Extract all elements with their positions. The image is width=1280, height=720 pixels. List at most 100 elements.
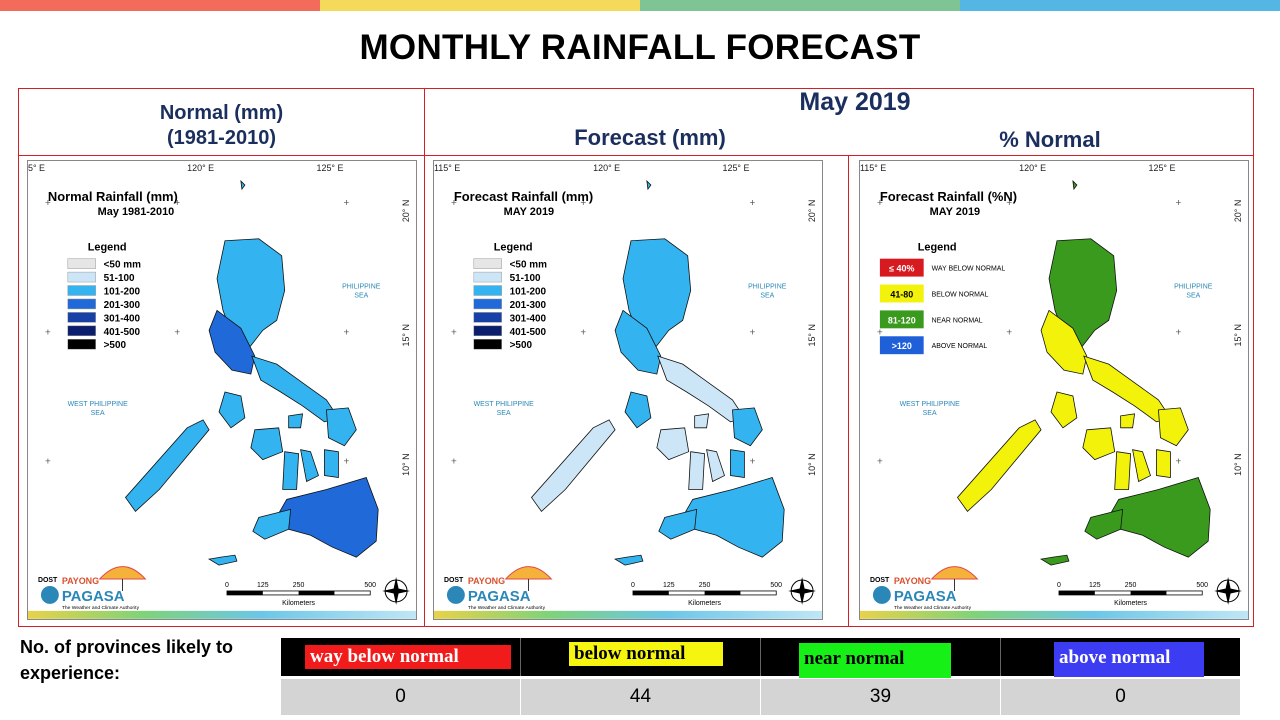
legend-title: Legend (494, 242, 533, 254)
sea-label-west: SEA (923, 410, 937, 417)
legend-swatch (473, 258, 502, 269)
map-subtitle: MAY 2019 (930, 206, 980, 218)
grid-cross-icon: + (580, 198, 586, 209)
map-percent-normal: 115° E 120° E 125° E 20° N 15° N 10° N + + + + + + +… (860, 163, 1248, 619)
sea-label-east: PHILIPPINE (342, 284, 381, 291)
legend-swatch (67, 285, 96, 296)
island-samar (1158, 407, 1189, 447)
scale-unit-label: Kilometers (688, 600, 721, 607)
umbrella-icon (98, 566, 147, 580)
map-forecast-panel: 115° E 120° E 125° E 20° N 15° N 10° N + + + + + + +… (433, 160, 823, 620)
legend-swatch (67, 271, 96, 283)
scale-tick-label: 250 (1125, 582, 1137, 589)
island-panay (1082, 427, 1116, 461)
legend-label: ≤ 40% (889, 264, 914, 274)
legend-swatch (879, 258, 924, 277)
scale-tick-label: 0 (1057, 582, 1061, 589)
island-batanes (240, 179, 246, 191)
island-luzon-north (622, 238, 692, 349)
grid-cross-icon: + (1175, 198, 1181, 209)
legend-description: WAY BELOW NORMAL (932, 266, 1006, 273)
legend-label: 51-100 (510, 273, 541, 284)
logo-dost: DOST (38, 577, 58, 584)
map-subtitle: May 1981-2010 (98, 206, 175, 218)
grid-cross-icon: + (1175, 457, 1181, 468)
count-below: 44 (520, 679, 760, 715)
logo-tagline: The Weather and Climate Authority (894, 605, 972, 611)
count-above: 0 (1000, 679, 1240, 715)
maps-divider-1 (424, 155, 425, 627)
logo-dost: DOST (870, 577, 890, 584)
lon-label: 125° E (723, 163, 750, 173)
legend-swatch (473, 285, 502, 296)
island-sulu (1039, 554, 1070, 566)
lat-label: 15° N (401, 324, 411, 346)
topbar-segment-green (640, 0, 960, 11)
grid-cross-icon: + (451, 327, 457, 338)
provinces-question-label: No. of provinces likely to experience: (20, 637, 234, 683)
island-leyte (1156, 449, 1171, 479)
island-panay (656, 427, 690, 461)
sea-label-east: SEA (1186, 292, 1200, 299)
grid-cross-icon: + (45, 457, 51, 468)
map-percent-panel: 115° E 120° E 125° E 20° N 15° N 10° N + + + + + + +… (859, 160, 1249, 620)
logo-tagline: The Weather and Climate Authority (468, 605, 546, 611)
sea-label-east: SEA (760, 292, 774, 299)
legend-label: 101-200 (104, 286, 141, 297)
sea-label-east: PHILIPPINE (1174, 284, 1213, 291)
lon-label: 125° E (317, 163, 344, 173)
island-masbate (694, 413, 710, 429)
maps-frame (18, 155, 1254, 627)
logo-payong: PAYONG (468, 576, 505, 586)
grid-cross-icon: + (749, 327, 755, 338)
legend-label: 201-300 (510, 300, 547, 311)
scale-tick-label: 0 (225, 582, 229, 589)
color-strip (434, 610, 822, 619)
scale-bar-segment (1130, 590, 1167, 595)
island-masbate (288, 413, 304, 429)
island-luzon-central (1040, 309, 1088, 375)
lon-label: 120° E (187, 163, 214, 173)
scale-tick-label: 125 (663, 582, 675, 589)
lon-label: 115° E (860, 163, 886, 173)
legend-swatch (473, 339, 502, 350)
legend-swatch (67, 298, 96, 310)
percent-header: % Normal (999, 127, 1101, 152)
top-color-bar (0, 0, 1280, 11)
legend-description: BELOW NORMAL (932, 291, 989, 298)
grid-cross-icon: + (174, 198, 180, 209)
category-cell-above: above normal (1000, 638, 1240, 677)
category-label-below: below normal (569, 642, 723, 666)
month-header: May 2019 (799, 88, 911, 116)
map-title: Forecast Rainfall (mm) (454, 189, 593, 204)
island-cebu-bohol (706, 449, 725, 483)
scale-tick-label: 0 (631, 582, 635, 589)
scale-bar-segment (632, 590, 669, 595)
scale-bar-segment (1058, 590, 1095, 595)
legend-swatch (879, 310, 924, 329)
map-title: Forecast Rainfall (%N) (880, 189, 1017, 204)
island-zamboanga (658, 508, 698, 540)
grid-cross-icon: + (1006, 327, 1012, 338)
island-leyte (324, 449, 339, 479)
legend-label: 81-120 (888, 315, 916, 325)
lat-label: 20° N (401, 200, 411, 222)
grid-cross-icon: + (451, 457, 457, 468)
lon-label: 115° E (434, 163, 460, 173)
island-negros (1114, 451, 1132, 490)
color-strip (860, 610, 1248, 619)
legend-label: 201-300 (104, 300, 141, 311)
logo-payong: PAYONG (62, 576, 99, 586)
category-count-row: 0 44 39 0 (281, 679, 1240, 715)
island-mindoro (1050, 391, 1078, 429)
sea-label-west: SEA (91, 410, 105, 417)
legend-label: 301-400 (510, 313, 547, 324)
grid-cross-icon: + (451, 198, 457, 209)
legend-swatch (473, 271, 502, 283)
sea-label-west: SEA (497, 410, 511, 417)
legend-swatch (473, 312, 502, 323)
scale-tick-label: 500 (770, 582, 782, 589)
color-strip (28, 610, 416, 619)
grid-cross-icon: + (749, 198, 755, 209)
